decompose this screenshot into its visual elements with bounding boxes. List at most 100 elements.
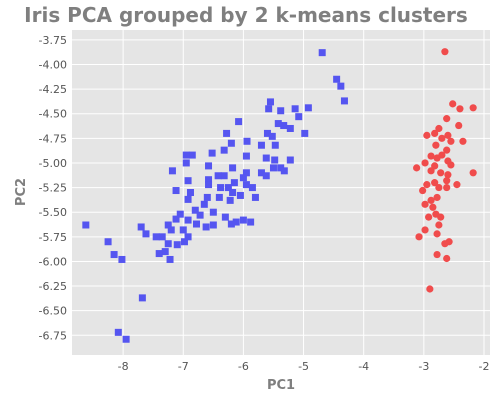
cluster-0-point <box>164 221 172 229</box>
cluster-1-point <box>433 250 441 259</box>
cluster-0-point <box>295 113 303 121</box>
cluster-0-point <box>248 184 256 192</box>
cluster-0-point <box>257 141 265 149</box>
cluster-0-point <box>186 189 194 196</box>
cluster-0-point <box>184 216 192 224</box>
cluster-0-point <box>223 129 231 137</box>
cluster-1-point <box>459 137 467 145</box>
data-points <box>82 48 477 343</box>
cluster-0-point <box>220 146 228 154</box>
cluster-0-point <box>268 132 276 140</box>
x-tick-label: -7 <box>178 360 189 373</box>
cluster-0-point <box>271 156 279 164</box>
cluster-0-point <box>192 220 200 228</box>
cluster-1-point <box>445 238 453 246</box>
cluster-0-point <box>217 184 225 192</box>
cluster-1-point <box>469 169 477 177</box>
cluster-1-point <box>435 221 443 229</box>
cluster-0-point <box>203 193 211 201</box>
cluster-0-point <box>265 105 273 113</box>
cluster-1-point <box>431 129 439 138</box>
cluster-0-point <box>251 193 259 201</box>
cluster-0-point <box>166 255 174 263</box>
cluster-1-point <box>425 213 433 221</box>
cluster-1-point <box>431 179 439 187</box>
y-tick-label: -5.25 <box>39 182 67 195</box>
cluster-0-point <box>205 176 213 184</box>
cluster-1-point <box>421 226 429 234</box>
cluster-0-point <box>180 238 188 246</box>
cluster-0-point <box>318 49 326 57</box>
cluster-0-point <box>226 196 234 204</box>
cluster-1-point <box>433 193 441 202</box>
cluster-0-point <box>110 251 118 259</box>
cluster-1-point <box>435 183 443 192</box>
cluster-0-point <box>227 220 235 228</box>
y-tick-label: -4.25 <box>39 83 67 96</box>
cluster-0-point <box>239 174 247 182</box>
cluster-0-point <box>286 156 294 164</box>
cluster-0-point <box>215 193 223 201</box>
cluster-0-point <box>209 208 217 216</box>
cluster-0-point <box>179 226 187 234</box>
cluster-0-point <box>235 118 243 126</box>
cluster-0-point <box>205 181 213 189</box>
cluster-0-point <box>200 200 208 208</box>
cluster-0-point <box>164 240 172 248</box>
cluster-0-point <box>82 221 90 229</box>
cluster-1-point <box>435 124 443 133</box>
cluster-1-point <box>432 141 440 149</box>
y-axis-label: PC2 <box>14 178 29 206</box>
cluster-1-point <box>426 285 434 293</box>
cluster-0-point <box>205 162 213 170</box>
x-tick-label: -6 <box>238 360 249 373</box>
cluster-0-point <box>224 184 232 192</box>
cluster-0-point <box>155 250 163 258</box>
y-tick-label: -5.75 <box>39 231 67 244</box>
cluster-1-point <box>437 169 445 177</box>
cluster-1-point <box>413 164 421 172</box>
cluster-0-point <box>221 213 229 221</box>
cluster-0-point <box>152 233 160 241</box>
cluster-0-point <box>274 120 282 128</box>
cluster-1-point <box>443 115 451 123</box>
cluster-0-point <box>182 151 190 159</box>
cluster-1-point <box>427 196 435 204</box>
x-tick-label: -3 <box>418 360 429 373</box>
cluster-1-point <box>449 100 457 108</box>
cluster-1-point <box>443 146 451 154</box>
x-axis-label: PC1 <box>267 378 295 393</box>
cluster-1-point <box>438 134 446 142</box>
cluster-0-point <box>239 216 247 224</box>
cluster-0-point <box>196 211 204 219</box>
cluster-0-point <box>202 223 210 231</box>
cluster-1-point <box>427 152 435 160</box>
cluster-0-point <box>291 105 299 113</box>
cluster-0-point <box>176 210 184 218</box>
cluster-0-point <box>340 97 348 105</box>
cluster-0-point <box>138 294 146 302</box>
cluster-0-point <box>172 215 180 223</box>
cluster-0-point <box>301 129 309 137</box>
cluster-0-point <box>122 335 130 343</box>
cluster-0-point <box>158 233 166 241</box>
x-tick-label: -4 <box>358 360 369 373</box>
cluster-1-point <box>421 159 429 167</box>
cluster-0-point <box>173 241 181 249</box>
cluster-1-point <box>423 131 431 139</box>
y-tick-label: -4.00 <box>39 58 67 71</box>
y-tick-label: -4.75 <box>39 132 67 145</box>
cluster-0-point <box>263 129 271 137</box>
cluster-1-point <box>419 186 427 195</box>
cluster-0-point <box>242 169 250 177</box>
y-tick-label: -6.75 <box>39 329 67 342</box>
cluster-1-point <box>444 131 452 139</box>
y-tick-labels: -3.75 -4.00 -4.25 -4.50 -4.75 -5.00 -5.25 -5.50… <box>39 34 67 342</box>
cluster-1-point <box>431 162 439 170</box>
cluster-0-point <box>114 328 122 336</box>
cluster-1-point <box>443 254 451 263</box>
cluster-0-point <box>182 159 190 167</box>
cluster-0-point <box>333 75 341 83</box>
cluster-0-point <box>280 167 288 175</box>
